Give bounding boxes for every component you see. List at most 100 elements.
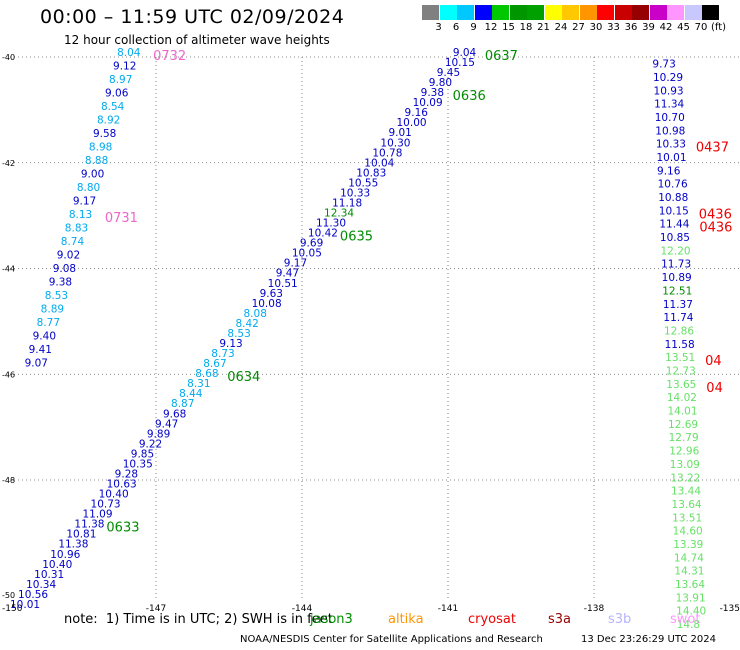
pass-time-label: 0732 [153, 49, 186, 64]
wave-height-value: 8.80 [77, 182, 100, 194]
legend-label: 27 [572, 22, 585, 33]
generation-timestamp: 13 Dec 23:26:29 UTC 2024 [581, 634, 716, 645]
satellite-label-cryosat: cryosat [468, 612, 516, 627]
wave-height-value: 10.15 [659, 205, 689, 217]
wave-height-value: 10.85 [660, 232, 690, 244]
legend-label: 45 [677, 22, 690, 33]
wave-height-value: 13.09 [670, 459, 700, 471]
wave-height-value: 12.73 [666, 366, 696, 378]
wave-height-value: 9.04 [453, 47, 477, 59]
legend-swatch [649, 5, 667, 20]
wave-height-value: 10.40 [99, 489, 129, 501]
wave-height-value: 8.97 [109, 74, 132, 86]
wave-height-value: 12.20 [661, 245, 691, 257]
wave-height-value: 8.98 [89, 141, 112, 153]
wave-height-value: 8.67 [203, 358, 226, 370]
legend-label: 6 [452, 22, 460, 33]
page-title: 00:00 – 11:59 UTC 02/09/2024 [40, 6, 345, 28]
wave-height-value: 8.73 [211, 348, 234, 360]
credit-line: NOAA/NESDIS Center for Satellite Applica… [240, 634, 543, 645]
legend-swatch [509, 5, 527, 20]
wave-height-value: 10.15 [445, 57, 475, 69]
wave-height-value: 8.87 [171, 398, 194, 410]
wave-height-value: 11.73 [661, 259, 691, 271]
legend-label: 24 [554, 22, 568, 33]
wave-height-value: 10.73 [91, 499, 121, 511]
latitude-label: -42 [2, 159, 15, 168]
wave-height-value: 12.34 [324, 208, 354, 220]
wave-height-value: 10.56 [18, 589, 48, 601]
wave-height-value: 9.28 [115, 468, 138, 480]
latitude-label: -48 [2, 476, 15, 485]
pass-time-label: 0731 [105, 211, 138, 226]
pass-time-label: 0633 [106, 521, 139, 536]
wave-height-value: 8.42 [235, 318, 258, 330]
wave-height-value: 13.44 [671, 486, 701, 498]
legend-swatch [597, 5, 614, 20]
wave-height-value: 10.08 [252, 298, 282, 310]
wave-height-value: 13.65 [666, 379, 696, 391]
wave-height-value: 14.8 [677, 619, 700, 631]
page-subtitle: 12 hour collection of altimeter wave hei… [64, 33, 330, 47]
wave-height-value: 11.09 [82, 509, 112, 521]
wave-height-value: 9.06 [105, 87, 129, 99]
wave-height-value: 14.74 [674, 552, 704, 564]
wave-height-value: 9.22 [139, 438, 162, 450]
legend-swatch [632, 5, 649, 20]
latitude-label: -46 [2, 370, 15, 379]
latitude-label: -50 [2, 591, 15, 600]
wave-height-value: 9.47 [155, 418, 178, 430]
wave-height-value: 14.01 [667, 406, 697, 418]
wave-height-value: 10.51 [268, 278, 298, 290]
wave-height-value: 10.31 [34, 569, 64, 581]
legend-label: 3 [435, 22, 442, 33]
wave-height-value: 11.44 [659, 219, 689, 231]
wave-height-value: 11.37 [663, 299, 693, 311]
legend-swatch [474, 5, 492, 20]
wave-height-value: 13.91 [676, 592, 706, 604]
wave-height-value: 9.17 [73, 195, 96, 207]
wave-height-value: 8.31 [187, 378, 210, 390]
wave-height-value: 9.38 [49, 276, 72, 288]
wave-height-value: 10.63 [107, 479, 137, 491]
wave-height-value: 10.30 [380, 137, 410, 149]
wave-height-value: 14.31 [674, 566, 704, 578]
pass-time-label: 04 [705, 354, 722, 369]
wave-height-value: 9.00 [81, 168, 104, 180]
wave-height-value: 11.34 [654, 99, 684, 111]
legend-swatch [492, 5, 509, 20]
pass-time-label: 0436 [699, 221, 732, 236]
pass-time-label: 0635 [340, 230, 373, 245]
wave-height-value: 8.88 [85, 155, 108, 167]
legend-swatch [667, 5, 684, 20]
wave-height-value: 14.02 [667, 392, 697, 404]
legend-swatch [562, 5, 579, 20]
legend-label: 33 [607, 22, 620, 33]
wave-height-value: 9.45 [437, 67, 460, 79]
wave-height-value: 10.40 [42, 559, 72, 571]
wave-height-value: 14.60 [673, 526, 703, 538]
wave-height-value: 10.78 [372, 147, 402, 159]
wave-height-value: 11.58 [665, 339, 695, 351]
pass-time-label: 04 [706, 381, 723, 396]
legend-swatch [527, 5, 544, 20]
wave-height-value: 9.85 [131, 448, 154, 460]
wave-height-value: 9.07 [25, 357, 48, 369]
satellite-label-s3a: s3a [548, 612, 572, 627]
wave-height-value: 13.22 [670, 472, 700, 484]
wave-height-value: 13.64 [675, 579, 705, 591]
legend-swatch [702, 5, 719, 20]
wave-height-value: 8.04 [117, 47, 141, 59]
wave-height-value: 10.42 [308, 228, 338, 240]
legend-label: 42 [659, 22, 673, 33]
wave-height-value: 9.16 [657, 165, 681, 177]
wave-height-value: 10.96 [50, 549, 80, 561]
wave-height-value: 9.17 [284, 258, 307, 270]
wave-height-value: 8.53 [227, 328, 250, 340]
wave-height-value: 10.33 [656, 139, 686, 151]
legend-label: 39 [642, 22, 655, 33]
legend-swatch [579, 5, 597, 20]
wave-height-value: 12.96 [669, 446, 699, 458]
wave-height-value: 9.16 [405, 107, 429, 119]
